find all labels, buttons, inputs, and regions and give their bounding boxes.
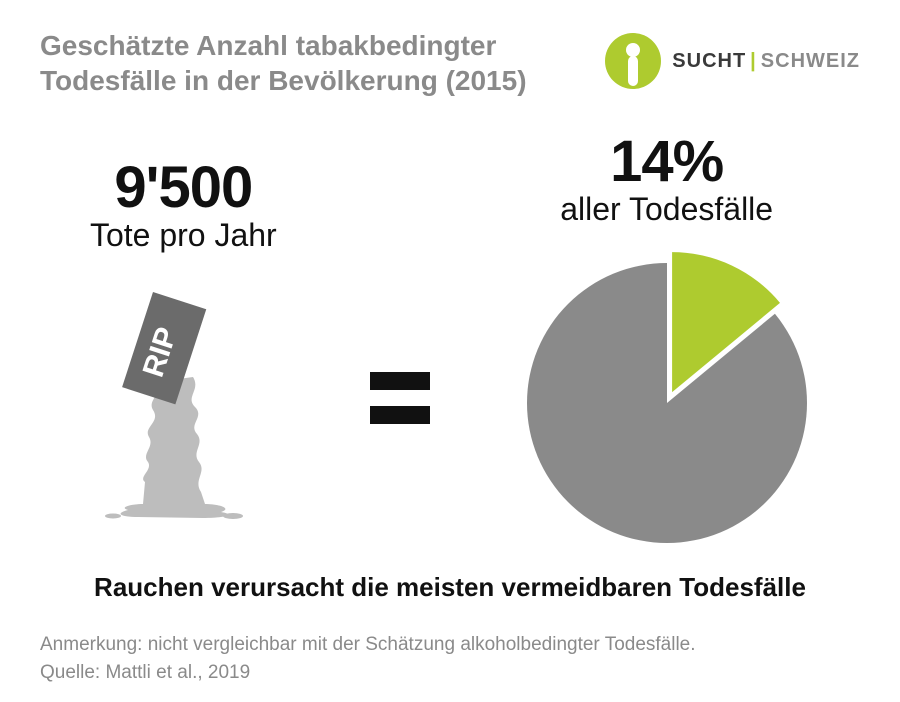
cigarette-illustration: RIP	[83, 282, 283, 522]
pie-chart	[517, 248, 817, 548]
main-content: 9'500 Tote pro Jahr RIP 14% aller Todesf…	[0, 98, 900, 548]
page-title: Geschätzte Anzahl tabakbedingter Todesfä…	[40, 28, 527, 98]
deaths-number: 9'500	[114, 154, 252, 221]
equals-bar-bottom	[370, 406, 430, 424]
deaths-label: Tote pro Jahr	[90, 217, 277, 254]
logo-word-2: SCHWEIZ	[761, 50, 860, 72]
footnote-note: Anmerkung: nicht vergleichbar mit der Sc…	[40, 631, 860, 659]
equals-icon	[370, 372, 430, 424]
logo-text: SUCHT|SCHWEIZ	[672, 50, 860, 73]
left-stat: 9'500 Tote pro Jahr RIP	[83, 154, 283, 522]
right-stat: 14% aller Todesfälle	[517, 128, 817, 548]
percent-number: 14%	[610, 128, 723, 195]
footnotes: Anmerkung: nicht vergleichbar mit der Sc…	[0, 603, 900, 686]
logo-icon	[604, 32, 662, 90]
caption-text: Rauchen verursacht die meisten vermeidba…	[0, 572, 900, 603]
percent-label: aller Todesfälle	[560, 191, 773, 228]
title-line-2: Todesfälle in der Bevölkerung (2015)	[40, 65, 527, 96]
brand-logo: SUCHT|SCHWEIZ	[604, 32, 860, 90]
logo-word-1: SUCHT	[672, 50, 746, 72]
equals-bar-top	[370, 372, 430, 390]
footnote-source: Quelle: Mattli et al., 2019	[40, 659, 860, 687]
title-line-1: Geschätzte Anzahl tabakbedingter	[40, 30, 496, 61]
